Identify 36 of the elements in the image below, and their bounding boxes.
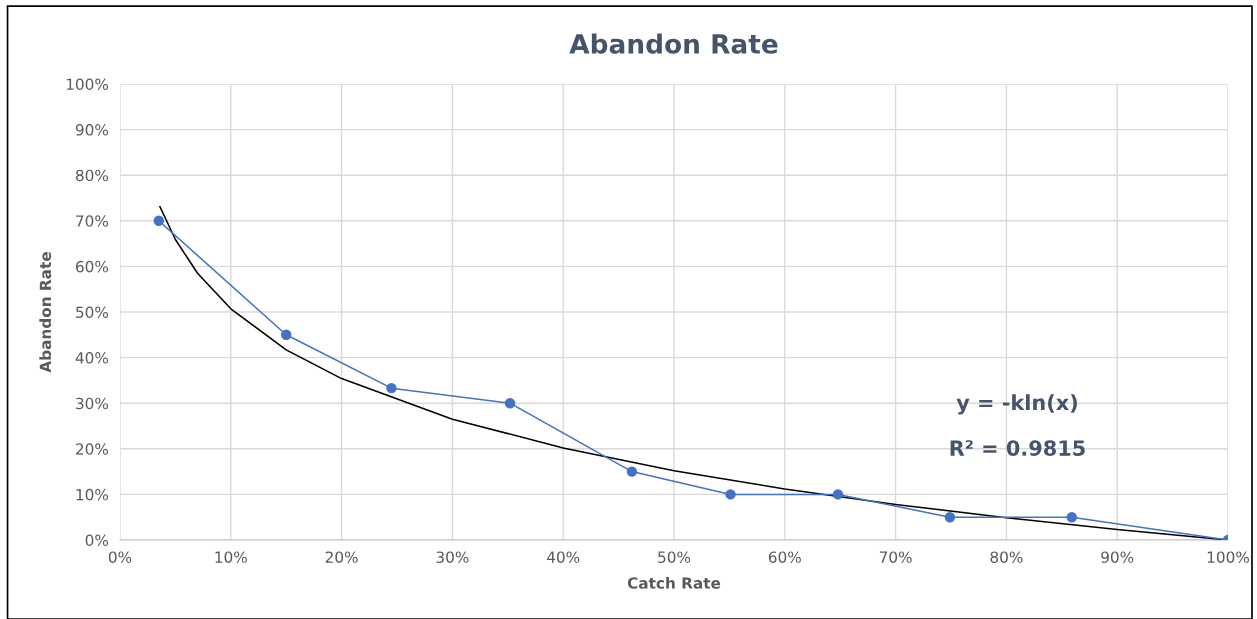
annotation: R² = 0.9815: [950, 440, 1085, 456]
annotation: y = -kln(x): [956, 394, 1077, 415]
y-tick-label: 100%: [66, 78, 109, 91]
y-tick-label: 0%: [85, 534, 109, 547]
y-tick-label: 80%: [75, 169, 109, 182]
x-axis-title: Catch Rate: [627, 577, 721, 589]
x-tick-label: 90%: [1101, 551, 1134, 563]
point: [386, 382, 397, 394]
point: [153, 215, 164, 227]
y-tick-label: 10%: [76, 488, 109, 501]
point: [944, 511, 956, 523]
x-tick-label: 80%: [990, 551, 1023, 563]
x-tick-label: 40%: [546, 551, 580, 563]
y-tick-label: 20%: [76, 443, 109, 455]
point: [832, 489, 844, 500]
x-tick-label: 20%: [325, 551, 358, 563]
point: [280, 329, 292, 341]
x-tick-label: 30%: [436, 551, 469, 563]
x-tick-label: 10%: [215, 551, 247, 563]
y-axis-title: Abandon Rate: [39, 252, 52, 373]
point: [504, 397, 516, 409]
x-tick-label: 100%: [1207, 551, 1249, 563]
x-tick-label: 60%: [768, 551, 801, 563]
point: [725, 489, 736, 500]
point: [1066, 511, 1077, 523]
chart-title: Abandon Rate: [569, 33, 778, 54]
y-tick-label: 30%: [76, 397, 109, 410]
x-tick-label: 50%: [658, 551, 691, 563]
y-tick-label: 70%: [76, 215, 109, 227]
y-tick-label: 60%: [76, 260, 109, 273]
x-tick-label: 70%: [879, 551, 912, 563]
y-tick-label: 40%: [75, 352, 109, 364]
point: [626, 466, 638, 477]
y-tick-label: 50%: [76, 306, 109, 319]
x-tick-label: 0%: [108, 551, 132, 563]
y-tick-label: 90%: [75, 124, 109, 136]
